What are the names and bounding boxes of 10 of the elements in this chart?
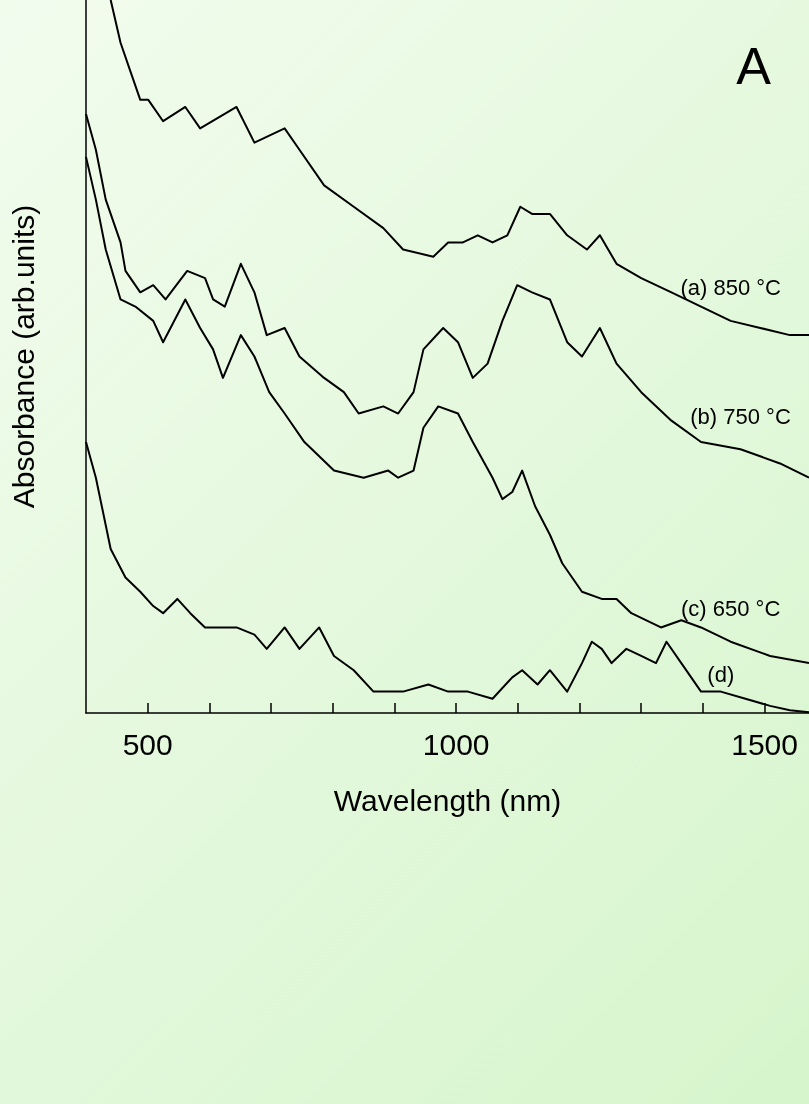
annotation: A xyxy=(736,37,772,95)
series-label: (a) 850 °C xyxy=(680,275,782,301)
x-tick-label: 1500 xyxy=(731,727,798,761)
y-axis-title: Absorbance (arb.units) xyxy=(6,204,40,509)
series-label: (c) 650 °C xyxy=(681,596,781,622)
series-label: (d) xyxy=(707,662,735,688)
x-axis-title: Wavelength (nm) xyxy=(333,783,562,817)
series-label: (b) 750 °C xyxy=(690,403,791,429)
x-tick-label: 1000 xyxy=(422,727,490,761)
x-tick-label: 500 xyxy=(122,727,173,761)
